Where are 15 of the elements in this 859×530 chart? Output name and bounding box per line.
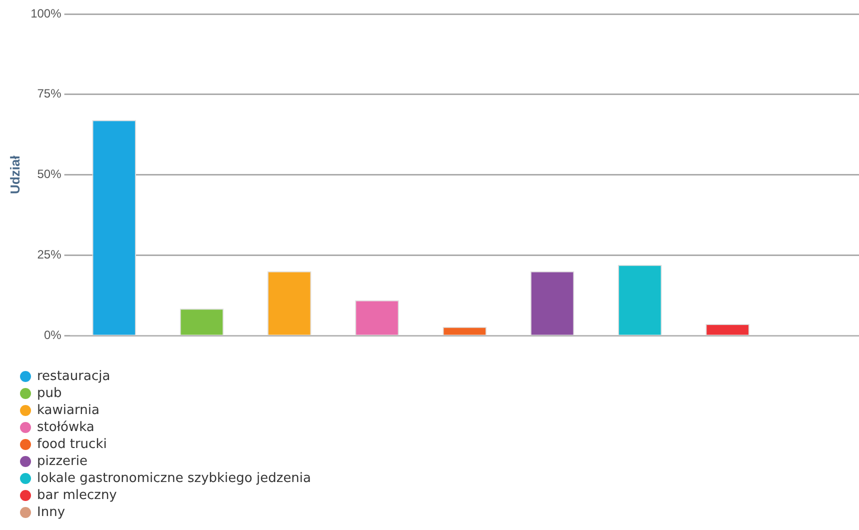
y-axis-title: Udział — [7, 155, 22, 194]
legend-label: bar mleczny — [37, 487, 117, 504]
y-tick-label: 50% — [37, 167, 62, 182]
y-tick-label: 75% — [37, 86, 62, 101]
y-tick-label: 25% — [37, 248, 62, 262]
y-tick-label: 100% — [30, 6, 62, 20]
legend-label: pizzerie — [37, 453, 88, 470]
legend-label: kawiarnia — [37, 402, 100, 419]
legend-label: food trucki — [37, 436, 107, 453]
legend-label: Inny — [37, 504, 66, 521]
legend-label: pub — [37, 385, 62, 402]
legend-label: stołówka — [37, 419, 94, 436]
legend-label: restauracja — [37, 368, 110, 385]
y-tick-label: 0% — [44, 328, 62, 342]
legend-label: lokale gastronomiczne szybkiego jedzenia — [37, 470, 312, 487]
